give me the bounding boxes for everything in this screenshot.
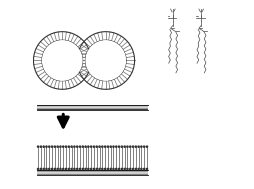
Circle shape <box>142 145 145 148</box>
Circle shape <box>70 145 73 148</box>
Circle shape <box>131 145 134 148</box>
Circle shape <box>39 145 42 148</box>
Circle shape <box>81 168 84 170</box>
Circle shape <box>126 168 128 170</box>
Circle shape <box>84 168 87 170</box>
Circle shape <box>95 145 98 148</box>
Circle shape <box>81 145 84 148</box>
Circle shape <box>39 168 42 170</box>
Circle shape <box>65 168 67 170</box>
Circle shape <box>70 168 73 170</box>
Circle shape <box>139 168 142 170</box>
Circle shape <box>48 145 50 148</box>
Circle shape <box>51 145 53 148</box>
Circle shape <box>59 145 61 148</box>
Circle shape <box>87 145 89 148</box>
Circle shape <box>45 168 47 170</box>
Circle shape <box>45 145 47 148</box>
Circle shape <box>145 145 148 148</box>
Circle shape <box>78 145 81 148</box>
Circle shape <box>67 145 70 148</box>
Circle shape <box>59 168 61 170</box>
Circle shape <box>112 168 114 170</box>
Circle shape <box>86 41 125 80</box>
Circle shape <box>131 168 134 170</box>
Circle shape <box>53 145 56 148</box>
Circle shape <box>75 145 78 148</box>
Circle shape <box>42 145 45 148</box>
Circle shape <box>75 168 78 170</box>
Circle shape <box>73 145 75 148</box>
Circle shape <box>142 168 145 170</box>
Circle shape <box>56 145 59 148</box>
Circle shape <box>106 145 109 148</box>
Circle shape <box>109 168 112 170</box>
Circle shape <box>112 145 114 148</box>
Circle shape <box>92 145 95 148</box>
Circle shape <box>117 168 120 170</box>
Circle shape <box>95 168 98 170</box>
Circle shape <box>62 168 64 170</box>
Circle shape <box>106 168 109 170</box>
Circle shape <box>134 145 137 148</box>
Circle shape <box>73 168 75 170</box>
Circle shape <box>123 168 125 170</box>
Circle shape <box>84 145 87 148</box>
Circle shape <box>103 168 106 170</box>
Circle shape <box>78 168 81 170</box>
Circle shape <box>137 145 139 148</box>
Circle shape <box>62 145 64 148</box>
Circle shape <box>145 168 148 170</box>
Circle shape <box>123 145 125 148</box>
Circle shape <box>115 168 117 170</box>
Circle shape <box>37 168 39 170</box>
Circle shape <box>48 168 50 170</box>
Circle shape <box>139 145 142 148</box>
Circle shape <box>101 168 103 170</box>
Circle shape <box>53 168 56 170</box>
Circle shape <box>126 145 128 148</box>
Circle shape <box>37 145 39 148</box>
Circle shape <box>98 168 100 170</box>
Circle shape <box>101 145 103 148</box>
Circle shape <box>120 145 123 148</box>
Circle shape <box>92 168 95 170</box>
Circle shape <box>134 168 137 170</box>
Circle shape <box>98 145 100 148</box>
Circle shape <box>128 168 131 170</box>
Circle shape <box>115 145 117 148</box>
Circle shape <box>117 145 120 148</box>
Circle shape <box>120 168 123 170</box>
Circle shape <box>51 168 53 170</box>
Circle shape <box>56 168 59 170</box>
Circle shape <box>89 168 92 170</box>
Circle shape <box>89 145 92 148</box>
Circle shape <box>67 168 70 170</box>
Circle shape <box>137 168 139 170</box>
Circle shape <box>65 145 67 148</box>
Circle shape <box>128 145 131 148</box>
Circle shape <box>87 168 89 170</box>
Circle shape <box>103 145 106 148</box>
Circle shape <box>42 168 45 170</box>
Circle shape <box>109 145 112 148</box>
Circle shape <box>42 41 82 80</box>
